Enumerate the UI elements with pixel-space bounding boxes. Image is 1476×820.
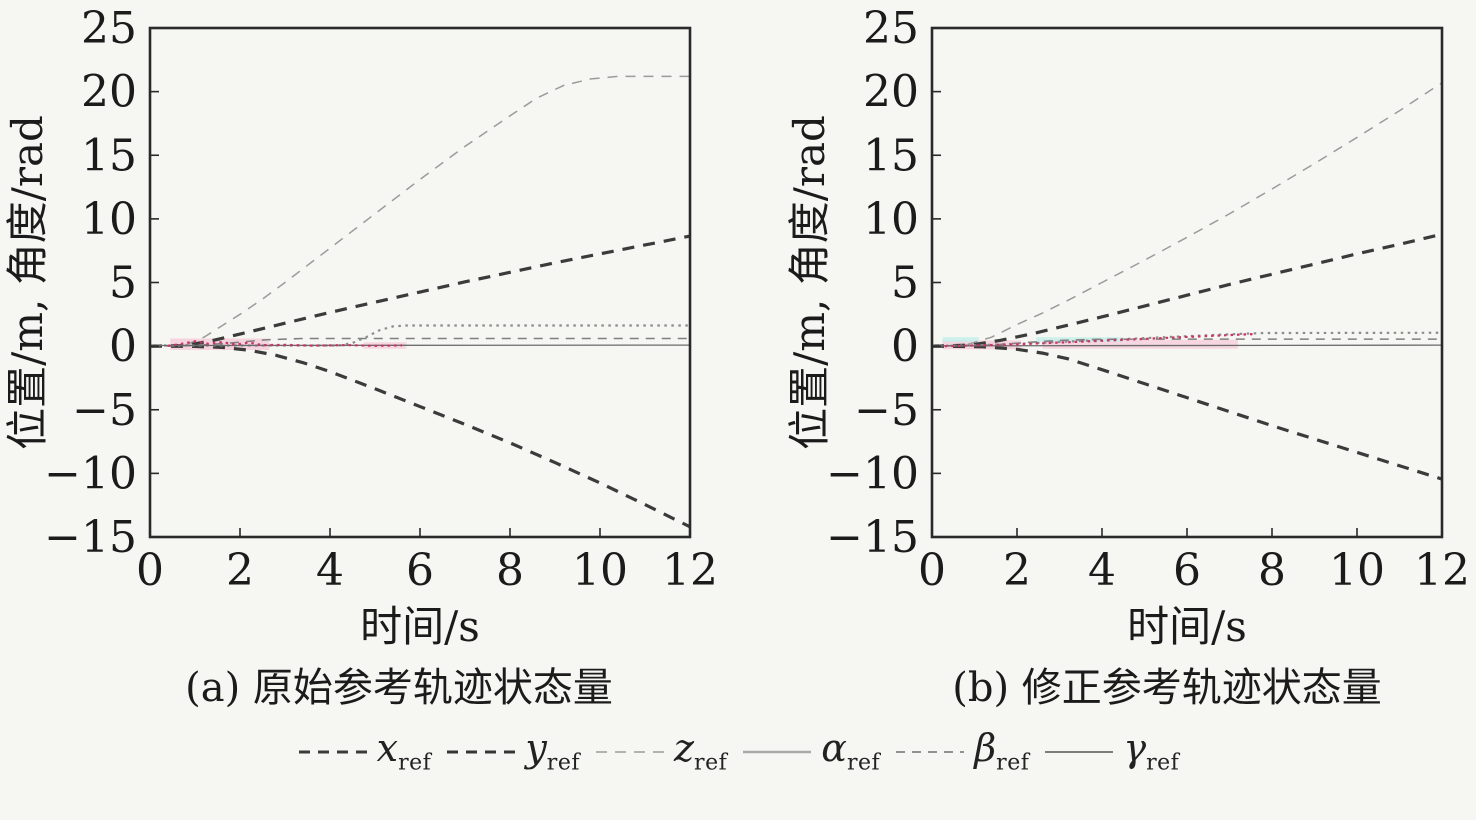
x-tick-label: 0 <box>918 545 946 596</box>
x-tick-label: 12 <box>1414 545 1470 596</box>
x-tick-label: 6 <box>406 545 434 596</box>
highlight-band <box>942 337 979 342</box>
legend-item-β-ref: βref <box>894 726 1029 776</box>
chart-a: 0 2 4 6 8 10 12 25 20 15 10 5 0 −5 −10 −15 时间/s 位置/m, 角度/… <box>3 3 718 651</box>
legend-label: γref <box>1123 726 1180 776</box>
caption-b: (b) 修正参考轨迹状态量 <box>952 665 1382 711</box>
legend-label: yref <box>525 726 581 776</box>
y-tick-label: 10 <box>863 194 919 245</box>
highlight-band <box>1042 339 1238 349</box>
legend-item-α-ref: αref <box>741 726 880 776</box>
caption-a: (a) 原始参考轨迹状态量 <box>185 665 613 711</box>
x-tick-label: 4 <box>1088 545 1116 596</box>
series-z-ref <box>931 82 1443 347</box>
y-tick-label: 25 <box>863 3 919 54</box>
legend-line-sample <box>298 750 367 754</box>
x-tick-label: 8 <box>496 545 524 596</box>
legend-label: βref <box>974 726 1030 776</box>
plot-frame <box>148 26 692 539</box>
x-tick-label: 12 <box>662 545 718 596</box>
y-tick-label: 20 <box>863 67 919 118</box>
x-tick-label: 6 <box>1173 545 1201 596</box>
plot-frame <box>930 26 1444 539</box>
y-tick-label: −10 <box>44 448 137 499</box>
x-axis-title: 时间/s <box>1127 602 1247 651</box>
y-axis-title: 位置/m, 角度/rad <box>3 115 52 450</box>
series-red-dotted <box>167 340 403 347</box>
legend-label: xref <box>376 726 432 776</box>
series-z-ref <box>149 75 690 347</box>
y-tick-label: 0 <box>109 321 137 372</box>
y-axis-title: 位置/m, 角度/rad <box>785 115 834 450</box>
y-tick-label: 5 <box>891 258 919 309</box>
y-tick-label: 10 <box>81 194 137 245</box>
legend-line-sample <box>1045 750 1114 753</box>
series-red-dotted <box>944 332 1256 348</box>
x-tick-label: 4 <box>316 545 344 596</box>
legend: xref yref zref αref βref γref <box>0 726 1476 776</box>
x-tick-label: 8 <box>1258 545 1286 596</box>
legend-line-sample <box>596 750 665 753</box>
series-alpha-ref <box>931 331 1443 347</box>
series-x-ref <box>149 344 691 529</box>
x-tick-label: 10 <box>572 545 628 596</box>
series-y-ref <box>149 234 691 348</box>
legend-item-z-ref: zref <box>594 726 727 776</box>
legend-label: αref <box>821 726 881 776</box>
y-tick-label: −15 <box>44 512 137 563</box>
legend-item-y-ref: yref <box>445 726 580 776</box>
legend-label: zref <box>674 726 728 776</box>
y-tick-label: 15 <box>81 130 137 181</box>
legend-item-x-ref: xref <box>297 726 432 776</box>
subplot-a: 0 2 4 6 8 10 12 25 20 15 10 5 0 −5 −10 −15 时间/s 位置/m, 角度/… <box>0 0 738 712</box>
x-axis-title: 时间/s <box>360 602 480 651</box>
y-tick-label: −15 <box>826 512 919 563</box>
x-tick-label: 2 <box>226 545 254 596</box>
y-tick-label: 25 <box>81 3 137 54</box>
y-tick-label: 0 <box>891 321 919 372</box>
subplot-b: 0 2 4 6 8 10 12 25 20 15 10 5 0 −5 −10 −15 时间/s 位置/m, 角度/… <box>738 0 1476 712</box>
legend-line-sample <box>743 750 812 754</box>
series-x-ref <box>931 344 1443 481</box>
series-y-ref <box>931 232 1443 348</box>
plots-row: 0 2 4 6 8 10 12 25 20 15 10 5 0 −5 −10 −15 时间/s 位置/m, 角度/… <box>0 0 1476 712</box>
series-gamma-ref <box>931 344 1443 347</box>
chart-b: 0 2 4 6 8 10 12 25 20 15 10 5 0 −5 −10 −15 时间/s 位置/m, 角度/… <box>785 3 1470 651</box>
x-tick-label: 10 <box>1329 545 1385 596</box>
y-tick-label: 20 <box>81 67 137 118</box>
legend-line-sample <box>447 750 516 754</box>
legend-line-sample <box>896 750 965 753</box>
y-tick-label: −5 <box>854 385 919 436</box>
legend-item-γ-ref: γref <box>1043 726 1179 776</box>
y-tick-label: −5 <box>72 385 137 436</box>
x-tick-label: 2 <box>1003 545 1031 596</box>
y-tick-label: −10 <box>826 448 919 499</box>
y-tick-label: 15 <box>863 130 919 181</box>
x-tick-label: 0 <box>136 545 164 596</box>
y-tick-label: 5 <box>109 258 137 309</box>
